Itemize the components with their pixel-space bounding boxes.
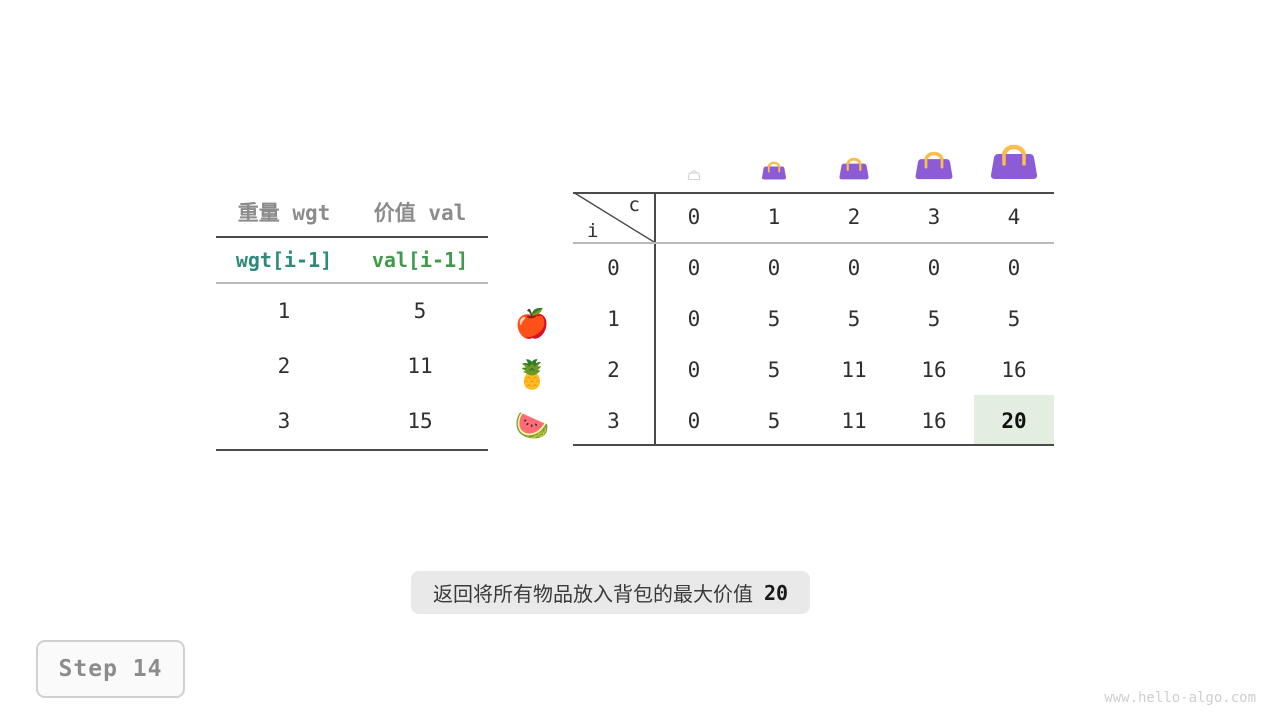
items-row-3-wgt: 3 [277,409,291,433]
dp-table-row-2: 2 0 5 11 16 16 [573,344,1054,395]
items-row-2-val: 11 [407,354,433,378]
dp-cell-3-2: 11 [841,408,867,433]
bag-icon-1 [734,108,814,180]
dp-cell-0-2: 0 [847,255,861,280]
dp-cell-3-0: 0 [687,408,701,433]
items-row-2-wgt: 2 [277,354,291,378]
corner-diagonal-line [573,192,654,242]
dp-cell-1-0: 0 [687,306,701,331]
dp-table-row-1: 1 0 5 5 5 5 [573,293,1054,344]
dp-cell-0-4: 0 [1007,255,1021,280]
dp-table-header-row: c i 0 1 2 3 4 [573,192,1054,242]
dp-cell-1-2: 5 [847,306,861,331]
caption-text: 返回将所有物品放入背包的最大价值 [433,582,753,606]
items-row-1-wgt: 1 [277,299,291,323]
dp-table-bottom-rule [573,444,1054,446]
dp-col-header-3: 3 [927,205,941,229]
bag-icon-4 [974,108,1054,180]
watermelon-icon: 🍉 [514,408,550,442]
dp-cell-2-4: 16 [1001,357,1027,382]
dp-cell-0-1: 0 [767,255,781,280]
bag-icon-2 [814,108,894,180]
items-row-3-val: 15 [407,409,433,433]
dp-cell-2-1: 5 [767,357,781,382]
dp-cell-2-2: 11 [841,357,867,382]
pineapple-icon: 🍍 [514,357,550,391]
items-header-value: 价值 val [373,201,467,225]
bag-icon-2-glyph [839,157,869,180]
step-badge: Step 14 [36,640,185,698]
items-table-header-rule [216,236,488,238]
items-table: 重量 wgt 价值 val wgt[i-1] val[i-1] 1 5 2 11… [216,190,488,451]
dp-cell-0-3: 0 [927,255,941,280]
watermark: www.hello-algo.com [1104,690,1256,706]
caption-value: 20 [764,580,789,605]
items-table-variable-row: wgt[i-1] val[i-1] [216,238,488,282]
dp-table-header-rule [573,242,1054,244]
dp-row-header-0: 0 [607,255,620,280]
dp-cell-3-3: 16 [921,408,947,433]
dp-cell-2-0: 0 [687,357,701,382]
dp-cell-0-0: 0 [687,255,701,280]
dp-col-header-1: 1 [767,205,781,229]
bag-icon-4-glyph [990,144,1038,179]
dp-table-row-3: 3 0 5 11 16 20 [573,395,1054,446]
dp-cell-1-3: 5 [927,306,941,331]
dp-cell-1-1: 5 [767,306,781,331]
bag-icon-0-glyph [687,170,701,180]
items-row-1-val: 5 [413,299,427,323]
items-var-wgt: wgt[i-1] [235,248,333,272]
dp-table-top-rule [573,192,1054,194]
dp-table-row-0: 0 0 0 0 0 0 [573,242,1054,293]
items-table-header-row: 重量 wgt 价值 val [216,190,488,236]
bag-icon-3-glyph [915,151,953,180]
dp-cell-2-3: 16 [921,357,947,382]
fruit-icon-column: 🍎 🍍 🍉 [508,298,556,451]
dp-row-header-3: 3 [607,408,620,433]
dp-cell-3-4-highlighted: 20 [974,395,1054,446]
dp-row-header-1: 1 [607,306,620,331]
items-table-row-3: 3 15 [216,394,488,449]
items-table-variable-rule [216,282,488,284]
items-table-bottom-rule [216,449,488,451]
dp-cell-1-4: 5 [1007,306,1021,331]
items-header-weight: 重量 wgt [237,201,331,225]
corner-label-i: i [587,220,599,242]
bag-icon-3 [894,108,974,180]
bag-icon-0 [654,108,734,180]
step-badge-label: Step 14 [58,656,163,682]
items-var-val: val[i-1] [371,248,469,272]
dp-table-corner-cell: c i [573,192,654,242]
apple-icon: 🍎 [514,306,550,340]
dp-table-vertical-divider [654,192,656,446]
dp-table: c i 0 1 2 3 4 0 0 0 0 0 0 1 0 5 5 5 5 2 … [573,192,1054,446]
bag-capacity-icons [654,108,1054,180]
bag-icon-1-glyph [761,161,787,180]
items-table-row-1: 1 5 [216,284,488,339]
corner-label-c: c [628,194,640,216]
dp-col-header-0: 0 [687,205,701,229]
dp-col-header-2: 2 [847,205,861,229]
dp-row-header-2: 2 [607,357,620,382]
items-table-row-2: 2 11 [216,339,488,394]
dp-cell-3-1: 5 [767,408,781,433]
caption-banner: 返回将所有物品放入背包的最大价值 20 [411,571,811,614]
dp-col-header-4: 4 [1007,205,1021,229]
